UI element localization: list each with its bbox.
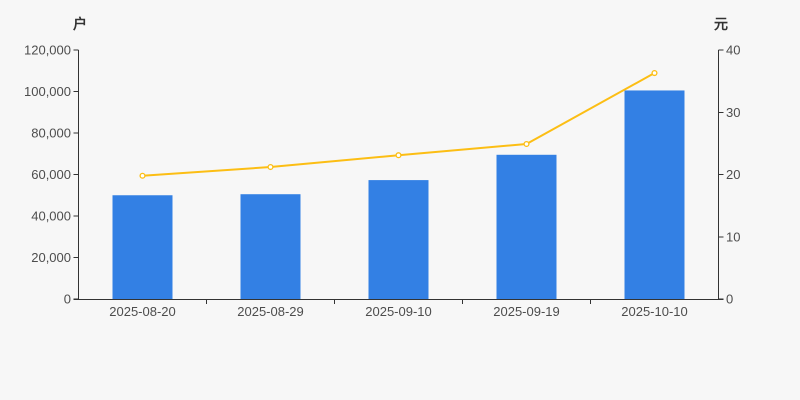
left-axis-tick-label: 100,000	[24, 84, 71, 99]
right-axis-tick-label: 30	[726, 105, 740, 120]
bar-2025-08-20	[112, 195, 173, 299]
x-axis-category-label: 2025-09-10	[365, 304, 432, 319]
right-axis-tick-label: 0	[726, 292, 733, 307]
bar-2025-08-29	[240, 194, 301, 299]
line-marker-2025-10-10	[651, 69, 658, 77]
left-axis-tick-label: 20,000	[31, 250, 71, 265]
x-axis-category-label: 2025-08-29	[237, 304, 304, 319]
left-axis-unit-label: 户	[73, 16, 87, 32]
x-axis-category-label: 2025-09-19	[493, 304, 560, 319]
right-axis-tick-label: 20	[726, 167, 740, 182]
right-axis-tick-label: 10	[726, 229, 740, 244]
bar-2025-09-10	[368, 180, 429, 299]
x-axis-category-label: 2025-08-20	[109, 304, 176, 319]
right-axis-unit-label: 元	[714, 16, 728, 32]
left-axis-tick-label: 60,000	[31, 167, 71, 182]
bar-2025-09-19	[496, 154, 557, 299]
price-line	[141, 72, 656, 177]
line-marker-2025-08-29	[267, 163, 274, 171]
left-axis-tick-label: 40,000	[31, 209, 71, 224]
line-marker-2025-09-19	[523, 140, 530, 148]
x-axis-category-label: 2025-10-10	[621, 304, 688, 319]
line-marker-2025-08-20	[139, 172, 146, 179]
left-axis-tick-label: 80,000	[31, 126, 71, 141]
right-axis-tick-label: 40	[726, 43, 740, 58]
bar-2025-10-10	[624, 90, 685, 300]
left-axis-tick-label: 120,000	[24, 43, 71, 58]
line-marker-2025-09-10	[395, 152, 402, 159]
left-axis-tick-label: 0	[64, 292, 71, 307]
